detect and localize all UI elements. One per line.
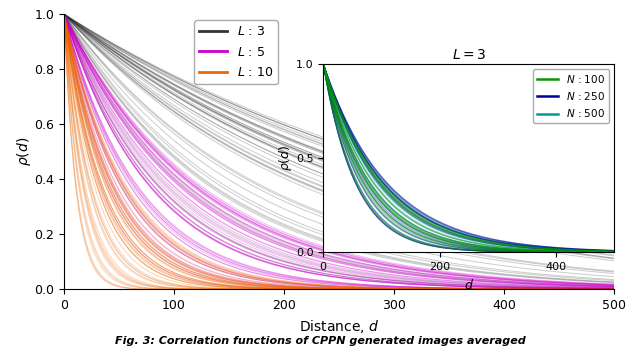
Title: $L = 3$: $L = 3$ <box>452 48 486 62</box>
Legend: $N$ : 100, $N$ : 250, $N$ : 500: $N$ : 100, $N$ : 250, $N$ : 500 <box>532 69 609 124</box>
Y-axis label: $\rho(d)$: $\rho(d)$ <box>15 137 33 166</box>
X-axis label: Distance, $d$: Distance, $d$ <box>299 318 380 335</box>
Text: Fig. 3: Correlation functions of CPPN generated images averaged: Fig. 3: Correlation functions of CPPN ge… <box>115 336 525 346</box>
X-axis label: $d$: $d$ <box>464 278 474 292</box>
Y-axis label: $\rho(d)$: $\rho(d)$ <box>278 145 294 171</box>
Legend: $L$ : 3, $L$ : 5, $L$ : 10: $L$ : 3, $L$ : 5, $L$ : 10 <box>194 20 278 84</box>
